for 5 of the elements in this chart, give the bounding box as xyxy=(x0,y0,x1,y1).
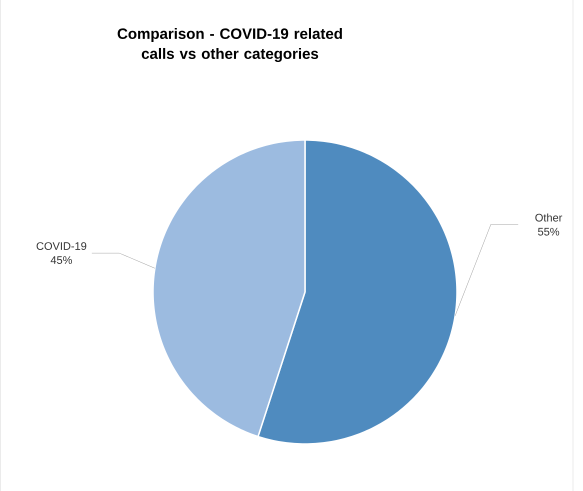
data-label: 45% xyxy=(50,256,72,264)
slice-label: Other xyxy=(535,213,562,222)
chart-title: Comparison - COVID-19 related calls vs other categories xyxy=(118,28,342,62)
data-label: 55% xyxy=(538,228,560,236)
slice-label: COVID-19 xyxy=(36,242,86,250)
